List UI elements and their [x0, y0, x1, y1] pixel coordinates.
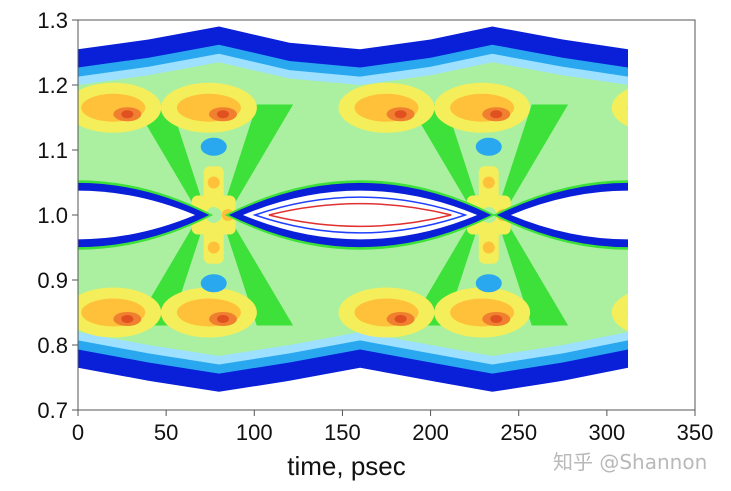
crossing-dot — [482, 241, 495, 254]
density-blob — [121, 315, 134, 323]
density-blob — [660, 107, 688, 121]
y-tick-label: 0.9 — [37, 268, 68, 293]
x-tick-label: 150 — [324, 420, 361, 445]
density-blob — [216, 110, 229, 119]
x-tick-label: 250 — [500, 420, 537, 445]
crossing-center — [205, 207, 222, 223]
density-blob — [668, 315, 680, 323]
density-blob — [611, 88, 629, 127]
density-blob — [394, 110, 407, 119]
watermark: 知乎 @Shannon — [553, 450, 708, 474]
y-tick-label: 1.2 — [37, 73, 68, 98]
x-tick-label: 200 — [412, 420, 449, 445]
y-tick-label: 1.0 — [37, 203, 68, 228]
eye-opening — [78, 190, 196, 240]
plot-area — [78, 26, 688, 392]
y-axis: 0.7 0.8 0.9 1.0 1.1 1.2 1.3 — [37, 8, 78, 423]
density-layer — [78, 26, 688, 392]
density-blob — [627, 105, 629, 110]
eye-contour — [268, 202, 452, 228]
y-tick-label: 1.1 — [37, 138, 68, 163]
crossing-void — [475, 137, 502, 156]
crossing-void — [200, 137, 227, 156]
x-tick-label: 300 — [588, 420, 625, 445]
x-tick-label: 50 — [154, 420, 178, 445]
crossing-dot — [482, 176, 495, 189]
eye-opening — [510, 190, 629, 240]
density-blob — [394, 315, 407, 323]
density-blob — [490, 110, 503, 119]
crossing-dot — [207, 176, 220, 189]
density-blob — [121, 110, 134, 119]
crossing-dot — [207, 241, 220, 254]
y-tick-label: 1.3 — [37, 8, 68, 33]
density-blob — [660, 312, 688, 326]
density-blob — [490, 315, 503, 323]
x-axis: 0 50 100 150 200 250 300 350 — [72, 410, 713, 445]
x-axis-title: time, psec — [287, 451, 406, 481]
crossing-void — [475, 274, 502, 293]
y-tick-label: 0.7 — [37, 398, 68, 423]
density-blob — [216, 315, 229, 323]
crossing-void — [200, 274, 227, 293]
density-blob — [668, 110, 680, 118]
density-blob — [611, 293, 629, 332]
y-tick-label: 0.8 — [37, 333, 68, 358]
x-tick-label: 0 — [72, 420, 84, 445]
density-blob — [627, 310, 629, 315]
x-tick-label: 350 — [677, 420, 714, 445]
x-tick-label: 100 — [236, 420, 273, 445]
eye-contour — [252, 196, 468, 234]
